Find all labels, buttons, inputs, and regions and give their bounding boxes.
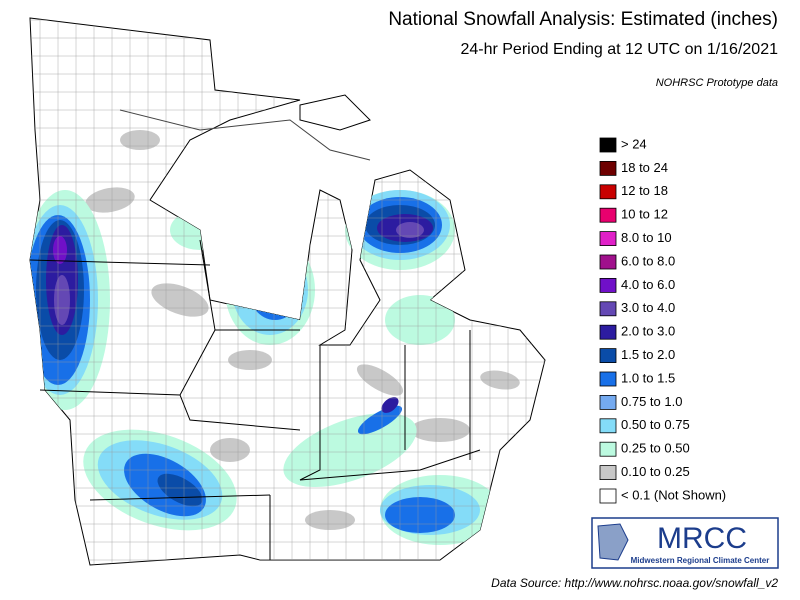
snow-area [210,137,230,153]
legend-label: 8.0 to 10 [621,230,672,245]
legend-swatch [599,488,617,504]
legend-label: 1.0 to 1.5 [621,370,675,385]
snow-area [410,418,470,442]
legend-label: 6.0 to 8.0 [621,253,675,268]
snow-area [210,134,290,162]
legend-swatch [599,348,617,364]
legend-swatch [599,137,617,153]
snow-area [396,222,424,238]
snow-area [170,210,230,250]
snow-area [120,130,160,150]
logo-icon [597,523,629,561]
logo-subtitle: Midwestern Regional Climate Center [631,556,770,565]
snow-area [232,245,308,335]
snow-area [357,405,403,435]
legend-swatch [599,371,617,387]
snow-area [157,473,203,507]
legend-label: 0.10 to 0.25 [621,464,690,479]
legend-label: 12 to 18 [621,183,668,198]
snow-area [210,438,250,462]
logo: MRCC Midwestern Regional Climate Center [591,517,779,569]
legend-swatch [599,301,617,317]
legend-swatch [599,418,617,434]
legend-swatch [599,277,617,293]
snow-area [381,397,399,413]
legend-swatch [599,465,617,481]
legend-swatch [599,394,617,410]
legend-swatch [599,441,617,457]
legend-label: 0.50 to 0.75 [621,417,690,432]
legend-label: > 24 [621,136,647,151]
logo-name: MRCC [657,522,747,555]
snow-area [210,132,310,168]
legend-swatch [599,184,617,200]
snow-area [305,510,355,530]
snow-area [228,350,272,370]
legend-label: 1.5 to 2.0 [621,347,675,362]
legend-swatch [599,207,617,223]
legend: > 24 18 to 24 12 to 18 10 to 12 8.0 to 10 6.0… [599,136,726,504]
snow-area [247,250,303,320]
snow-area [288,127,312,143]
legend-label: 10 to 12 [621,207,668,222]
snow-area [385,295,455,345]
title: National Snowfall Analysis: Estimated (i… [388,9,778,30]
snow-area [151,283,209,317]
legend-swatch [599,324,617,340]
borders [29,94,481,560]
legend-label: 18 to 24 [621,160,668,175]
legend-swatch [599,160,617,176]
data-source: Data Source: http://www.nohrsc.noaa.gov/… [491,576,778,590]
legend-label: 2.0 to 3.0 [621,324,675,339]
snow-area [54,275,70,325]
snow-area [200,125,320,175]
legend-label: 3.0 to 4.0 [621,300,675,315]
snow-area [283,413,417,487]
snow-area [53,236,67,264]
legend-label: < 0.1 (Not Shown) [621,487,726,502]
header: National Snowfall Analysis: Estimated (i… [388,9,778,89]
snow-area [385,497,455,533]
snow-area [257,255,293,305]
legend-swatch [599,254,617,270]
subtitle: 24-hr Period Ending at 12 UTC on 1/16/20… [460,41,778,58]
legend-label: 0.25 to 0.50 [621,441,690,456]
note: NOHRSC Prototype data [656,77,778,89]
legend-label: 4.0 to 6.0 [621,277,675,292]
legend-label: 0.75 to 1.0 [621,394,682,409]
legend-swatch [599,231,617,247]
